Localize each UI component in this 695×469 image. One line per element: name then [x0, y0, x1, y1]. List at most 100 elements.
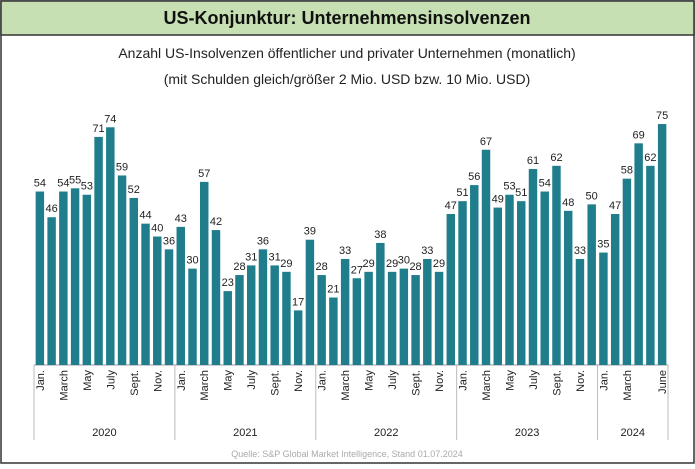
value-label: 33	[574, 245, 586, 257]
x-tick-label: Jan.	[458, 370, 470, 391]
x-tick-label: July	[387, 370, 399, 390]
value-label: 36	[257, 235, 269, 247]
bar	[246, 265, 256, 365]
bar	[35, 191, 45, 365]
bar	[270, 265, 279, 365]
value-label: 39	[304, 226, 316, 238]
value-label: 21	[327, 284, 339, 296]
value-label: 61	[527, 155, 539, 167]
bar	[517, 201, 526, 365]
bar	[129, 197, 139, 365]
source: Quelle: S&P Global Market Intelligence, …	[231, 449, 462, 459]
value-label: 54	[539, 178, 551, 190]
bar	[387, 271, 397, 365]
value-label: 23	[222, 277, 234, 289]
value-label: 62	[550, 152, 562, 164]
x-tick-label: Nov.	[434, 370, 446, 392]
bar	[622, 178, 632, 365]
bar	[399, 268, 409, 365]
bar	[305, 239, 315, 365]
value-label: 59	[116, 161, 128, 173]
value-label: 28	[233, 261, 245, 273]
value-label: 30	[186, 255, 198, 267]
year-label: 2020	[92, 427, 116, 439]
x-tick-label: July	[105, 370, 117, 390]
bar	[481, 149, 491, 365]
value-label: 27	[351, 264, 363, 276]
value-label: 29	[386, 258, 398, 270]
x-tick-label: March	[481, 370, 493, 401]
bar	[141, 223, 150, 365]
value-label: 51	[456, 187, 468, 199]
x-tick-label: Nov.	[152, 370, 164, 392]
value-label: 29	[433, 258, 445, 270]
year-label: 2023	[515, 427, 539, 439]
value-label: 47	[445, 200, 457, 212]
value-label: 29	[280, 258, 292, 270]
subtitle: Anzahl US-Insolvenzen öffentlicher und p…	[118, 45, 575, 61]
bar	[563, 210, 573, 365]
value-label: 58	[621, 165, 633, 177]
value-label: 48	[562, 197, 574, 209]
x-tick-label: May	[364, 370, 376, 391]
year-label: 2021	[233, 427, 257, 439]
value-label: 56	[468, 171, 480, 183]
value-label: 31	[245, 251, 257, 263]
title-box	[0, 0, 695, 36]
bar	[176, 226, 185, 365]
bar	[200, 181, 209, 365]
value-label: 33	[421, 245, 433, 257]
x-tick-label: Jan.	[35, 370, 47, 391]
value-label: 52	[128, 184, 140, 196]
bar	[164, 249, 174, 365]
bar	[117, 175, 127, 365]
bar	[94, 136, 103, 365]
year-label: 2022	[374, 427, 398, 439]
x-tick-label: Sept.	[411, 370, 423, 396]
x-tick-label: May	[505, 370, 517, 391]
value-label: 43	[175, 213, 187, 225]
bar	[470, 185, 479, 365]
bar	[505, 194, 514, 365]
value-label: 75	[656, 110, 668, 122]
value-label: 46	[45, 203, 57, 215]
value-label: 54	[34, 178, 46, 190]
x-tick-label: Nov.	[293, 370, 305, 392]
value-label: 69	[633, 129, 645, 141]
bar	[587, 204, 596, 365]
bar	[423, 258, 432, 365]
value-label: 17	[292, 296, 304, 308]
bar	[282, 271, 291, 365]
bar	[223, 291, 232, 365]
bar	[59, 191, 68, 365]
bar	[458, 201, 467, 365]
chart-title: US-Konjunktur: Unternehmensinsolvenzen	[163, 8, 530, 28]
value-label: 55	[69, 174, 81, 186]
bar	[599, 252, 608, 365]
bar	[646, 165, 655, 365]
bar	[552, 165, 561, 365]
bar	[434, 271, 444, 365]
bar	[293, 310, 303, 365]
value-label: 67	[480, 136, 492, 148]
value-label: 40	[151, 223, 163, 235]
value-label: 42	[210, 216, 222, 228]
bar	[364, 271, 373, 365]
value-label: 50	[586, 190, 598, 202]
value-label: 28	[316, 261, 328, 273]
bar	[446, 214, 456, 365]
x-tick-label: July	[528, 370, 540, 390]
bar	[528, 169, 538, 365]
bar	[317, 275, 326, 365]
x-tick-label: Sept.	[129, 370, 141, 396]
value-label: 51	[515, 187, 527, 199]
bar	[340, 258, 350, 365]
year-label: 2024	[621, 427, 645, 439]
value-label: 53	[503, 181, 515, 193]
x-tick-label: March	[340, 370, 352, 401]
bar	[634, 143, 643, 365]
value-label: 30	[398, 255, 410, 267]
value-label: 53	[81, 181, 93, 193]
